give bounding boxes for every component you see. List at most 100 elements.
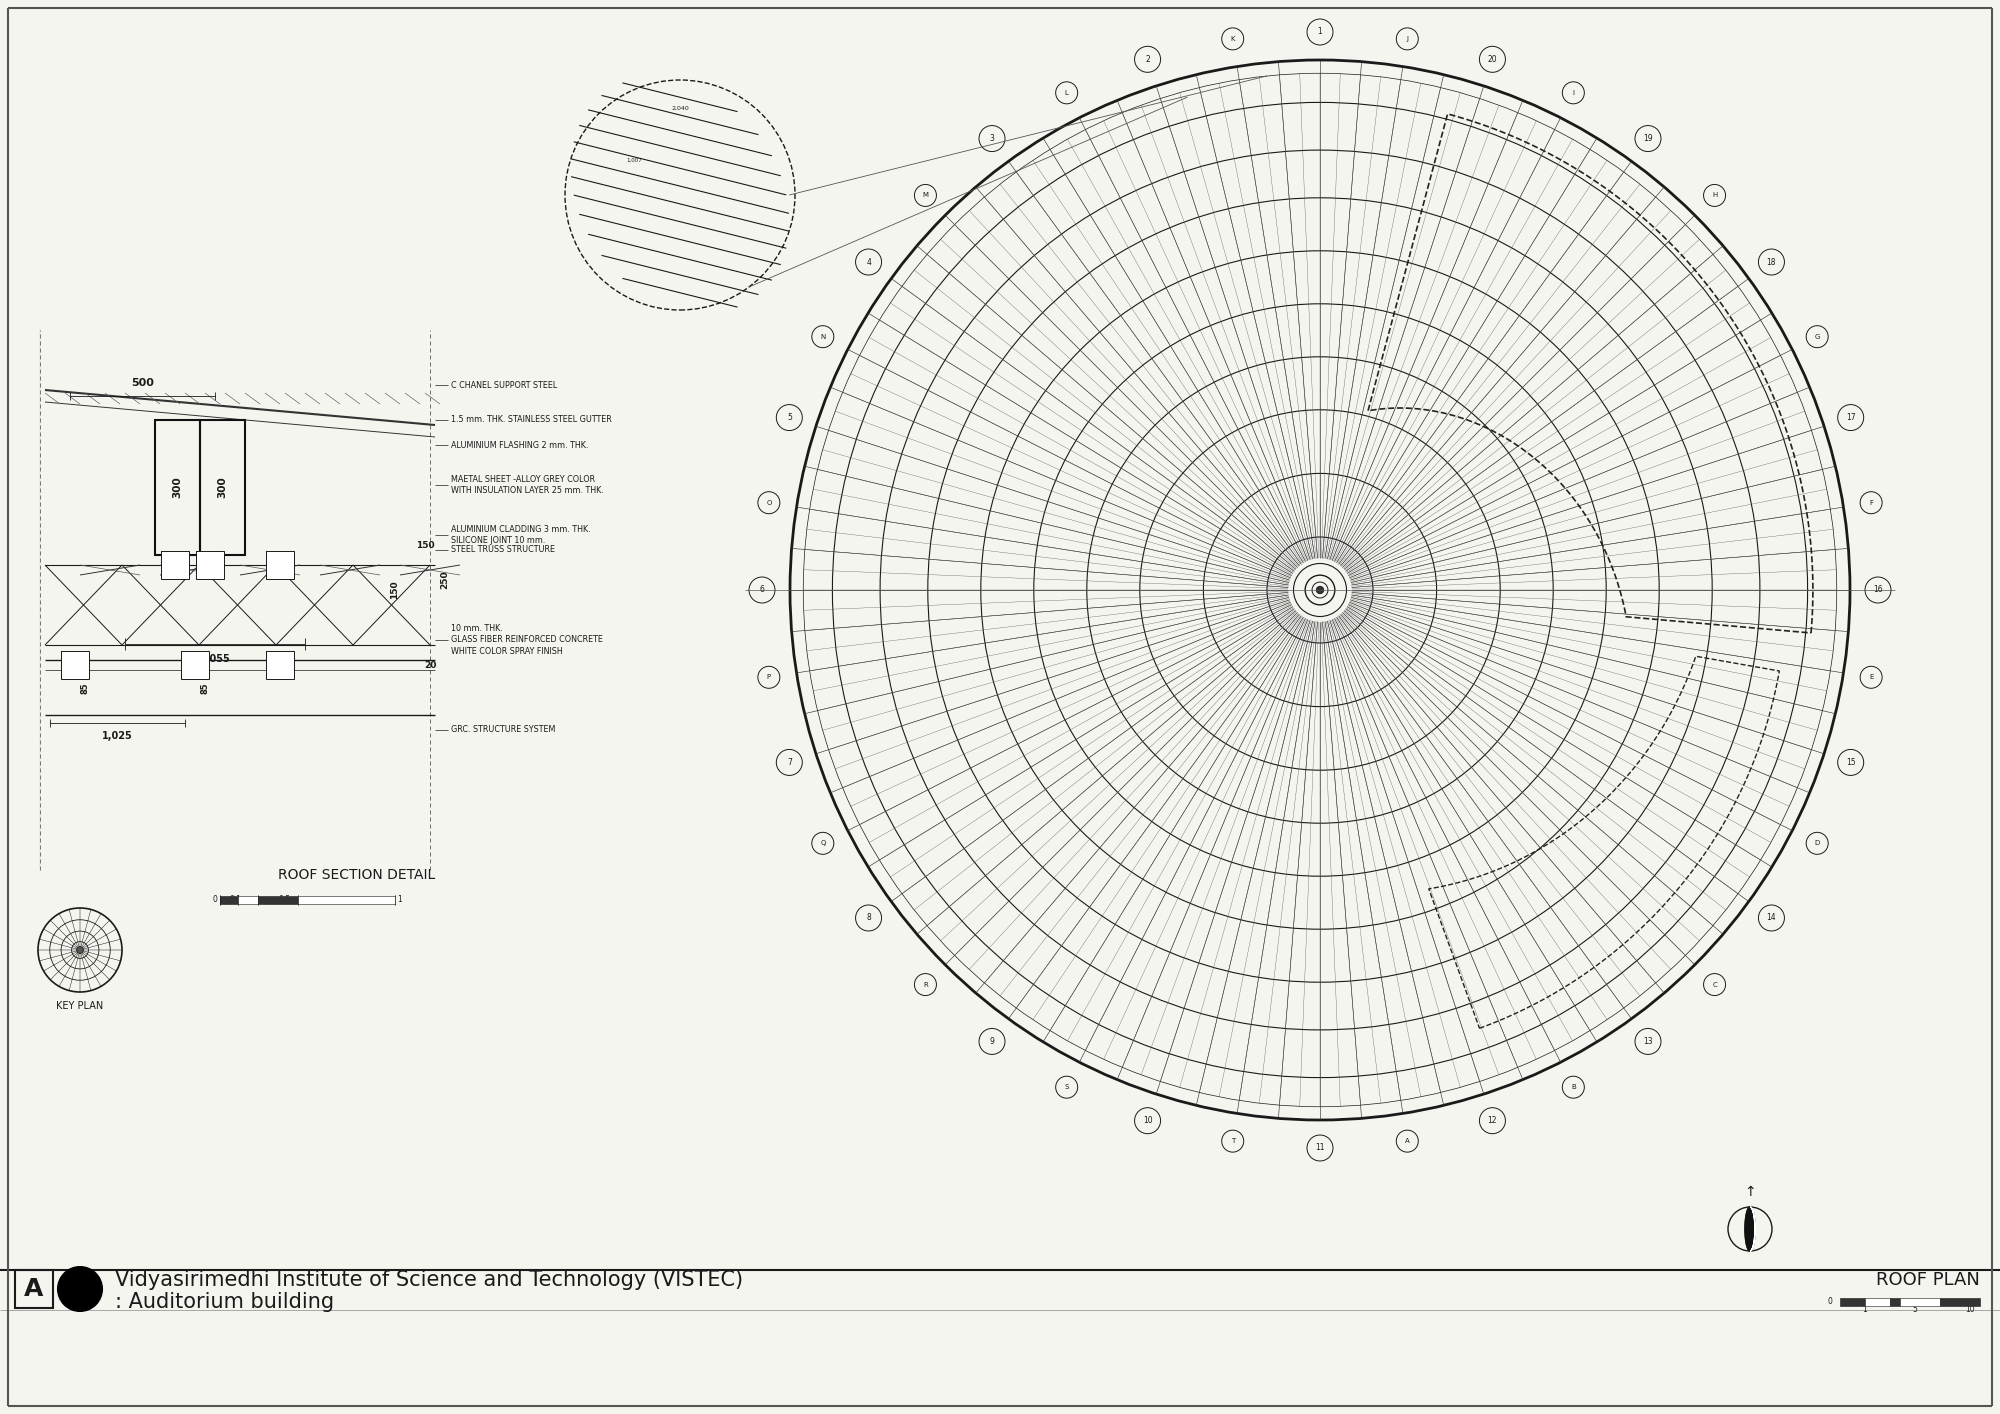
Bar xyxy=(200,420,244,556)
Text: 1,025: 1,025 xyxy=(102,731,132,741)
Text: ALUMINIUM FLASHING 2 mm. THK.: ALUMINIUM FLASHING 2 mm. THK. xyxy=(452,441,588,450)
Text: 6: 6 xyxy=(760,585,764,594)
Text: 85: 85 xyxy=(80,682,90,694)
Text: 5: 5 xyxy=(786,413,792,421)
Bar xyxy=(258,896,298,904)
Bar xyxy=(266,650,294,679)
Circle shape xyxy=(76,946,84,953)
Bar xyxy=(16,1270,52,1308)
Text: : Auditorium building: : Auditorium building xyxy=(116,1292,334,1312)
Bar xyxy=(160,551,188,578)
Bar xyxy=(220,896,238,904)
Text: ROOF PLAN: ROOF PLAN xyxy=(1876,1271,1980,1290)
Text: ↑: ↑ xyxy=(1744,1185,1756,1199)
Text: C CHANEL SUPPORT STEEL: C CHANEL SUPPORT STEEL xyxy=(452,380,558,389)
Bar xyxy=(298,896,396,904)
Text: GRC. STRUCTURE SYSTEM: GRC. STRUCTURE SYSTEM xyxy=(452,725,556,734)
Text: MAETAL SHEET -ALLOY GREY COLOR
WITH INSULATION LAYER 25 mm. THK.: MAETAL SHEET -ALLOY GREY COLOR WITH INSU… xyxy=(452,475,604,495)
Text: 1: 1 xyxy=(398,895,402,905)
Bar xyxy=(180,650,208,679)
Text: 85: 85 xyxy=(200,682,210,694)
Text: 3: 3 xyxy=(990,134,994,143)
Text: F: F xyxy=(1870,499,1874,506)
Text: G: G xyxy=(1814,334,1820,339)
Text: STEEL TRUSS STRUCTURE: STEEL TRUSS STRUCTURE xyxy=(452,546,556,554)
Text: 13: 13 xyxy=(1644,1036,1652,1046)
Text: 150: 150 xyxy=(390,581,400,600)
Text: R: R xyxy=(924,981,928,987)
Text: 1.5 mm. THK. STAINLESS STEEL GUTTER: 1.5 mm. THK. STAINLESS STEEL GUTTER xyxy=(452,416,612,424)
Text: 15: 15 xyxy=(1846,758,1856,766)
Text: 20: 20 xyxy=(1488,55,1498,64)
Bar xyxy=(1864,1298,1890,1307)
Text: 0.1: 0.1 xyxy=(228,895,240,905)
Text: 19: 19 xyxy=(1644,134,1652,143)
Polygon shape xyxy=(1750,1208,1754,1251)
Text: 2: 2 xyxy=(1146,55,1150,64)
Text: E: E xyxy=(1868,674,1874,680)
Text: 150: 150 xyxy=(416,540,434,550)
Text: M: M xyxy=(922,192,928,198)
Text: B: B xyxy=(1570,1085,1576,1090)
Text: J: J xyxy=(1406,35,1408,42)
Text: L: L xyxy=(1064,90,1068,96)
Text: 16: 16 xyxy=(1874,585,1882,594)
Bar xyxy=(156,420,200,556)
Text: KEY PLAN: KEY PLAN xyxy=(56,1001,104,1011)
Text: 49: 49 xyxy=(68,1280,92,1298)
Bar xyxy=(1940,1298,1980,1307)
Text: 0: 0 xyxy=(1828,1298,1832,1307)
Text: P: P xyxy=(766,674,770,680)
Polygon shape xyxy=(1746,1208,1754,1251)
Text: 4: 4 xyxy=(866,257,872,266)
Text: 17: 17 xyxy=(1846,413,1856,421)
Text: Vidyasirimedhi Institute of Science and Technology (VISTEC): Vidyasirimedhi Institute of Science and … xyxy=(116,1270,744,1290)
Text: 1: 1 xyxy=(1318,27,1322,37)
Bar xyxy=(1840,1298,1864,1307)
Text: 2,040: 2,040 xyxy=(672,106,688,112)
Text: H: H xyxy=(1712,192,1718,198)
Text: 0: 0 xyxy=(212,895,218,905)
Text: ALUMINIUM CLADDING 3 mm. THK.
SILICONE JOINT 10 mm.: ALUMINIUM CLADDING 3 mm. THK. SILICONE J… xyxy=(452,525,590,544)
Text: 1: 1 xyxy=(1862,1305,1868,1315)
Text: A: A xyxy=(24,1277,44,1301)
Bar xyxy=(1890,1298,1900,1307)
Text: 7: 7 xyxy=(786,758,792,766)
Text: S: S xyxy=(1064,1085,1068,1090)
Text: 250: 250 xyxy=(440,571,450,590)
Text: N: N xyxy=(820,334,826,339)
Text: 12: 12 xyxy=(1488,1116,1498,1126)
Text: 0.5: 0.5 xyxy=(278,895,292,905)
Text: K: K xyxy=(1230,35,1234,42)
Bar xyxy=(238,896,258,904)
Text: 9: 9 xyxy=(990,1036,994,1046)
Text: 300: 300 xyxy=(218,477,228,498)
Text: 10 mm. THK.
GLASS FIBER REINFORCED CONCRETE
WHITE COLOR SPRAY FINISH: 10 mm. THK. GLASS FIBER REINFORCED CONCR… xyxy=(452,625,602,656)
Text: C: C xyxy=(1712,981,1716,987)
Text: O: O xyxy=(766,499,772,506)
Bar xyxy=(266,551,294,578)
Text: 1,007: 1,007 xyxy=(626,158,642,163)
Circle shape xyxy=(1316,587,1324,594)
Bar xyxy=(196,551,224,578)
Text: 14: 14 xyxy=(1766,913,1776,922)
Circle shape xyxy=(58,1267,102,1311)
Text: 1,055: 1,055 xyxy=(200,655,230,665)
Text: D: D xyxy=(1814,840,1820,847)
Text: Q: Q xyxy=(820,840,826,847)
Bar xyxy=(60,650,88,679)
Text: 18: 18 xyxy=(1766,257,1776,266)
Text: 10: 10 xyxy=(1966,1305,1974,1315)
Text: 10: 10 xyxy=(1142,1116,1152,1126)
Text: A: A xyxy=(1404,1138,1410,1144)
Bar xyxy=(1900,1298,1940,1307)
Text: 20: 20 xyxy=(424,660,436,669)
Text: 11: 11 xyxy=(1316,1144,1324,1152)
Text: T: T xyxy=(1230,1138,1234,1144)
Text: 300: 300 xyxy=(172,477,182,498)
Text: 500: 500 xyxy=(132,378,154,387)
Text: 5: 5 xyxy=(1912,1305,1918,1315)
Text: 8: 8 xyxy=(866,913,870,922)
Text: ROOF SECTION DETAIL: ROOF SECTION DETAIL xyxy=(278,868,436,882)
Text: I: I xyxy=(1572,90,1574,96)
